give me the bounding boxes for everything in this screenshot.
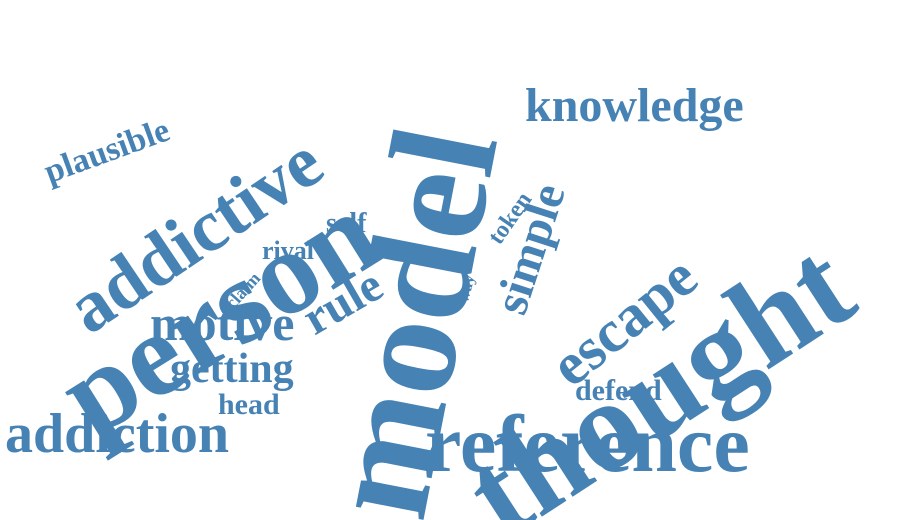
word-rival: rival: [262, 236, 314, 265]
word-reference: reference: [425, 398, 750, 489]
word-defend: defend: [575, 374, 662, 407]
word-self: self: [326, 208, 367, 239]
word-plausible: plausible: [39, 111, 175, 191]
word-addiction: addiction: [5, 403, 230, 465]
word-knowledge: knowledge: [525, 79, 744, 132]
word-motive: motive: [150, 295, 295, 351]
word-getting: getting: [170, 346, 294, 392]
word-head: head: [218, 388, 280, 421]
